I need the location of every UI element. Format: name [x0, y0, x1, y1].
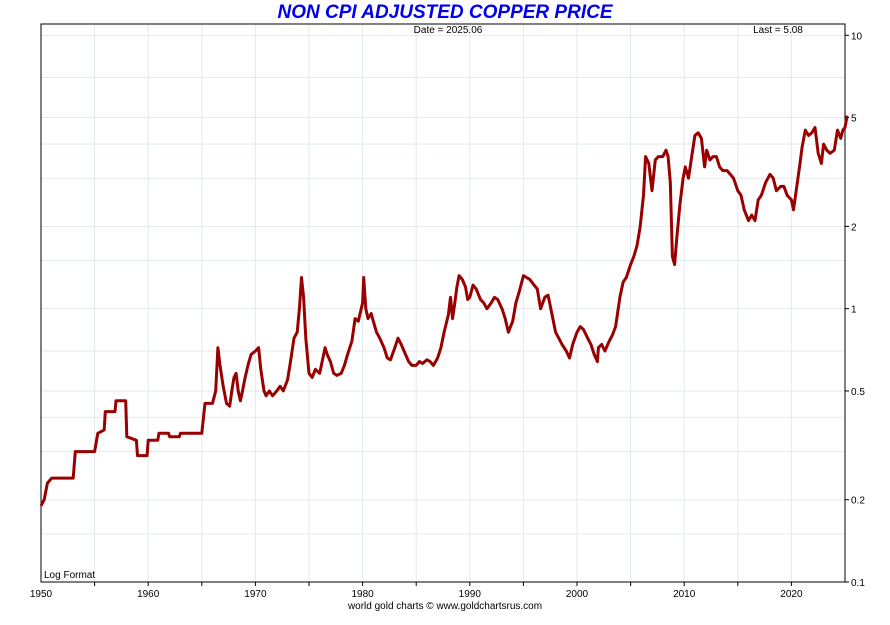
gridlines — [41, 24, 845, 582]
series-layer — [39, 115, 849, 507]
y-tick-label: 1 — [851, 305, 857, 316]
x-tick-label: 1990 — [459, 589, 482, 600]
x-tick-label: 1960 — [137, 589, 160, 600]
y-tick-label: 2 — [851, 222, 857, 233]
y-tick-label: 0.1 — [851, 578, 865, 589]
x-tick-label: 2000 — [566, 589, 589, 600]
credit-line: world gold charts © www.goldchartsrus.co… — [347, 601, 543, 612]
x-tick-label: 1970 — [244, 589, 267, 600]
chart-title: NON CPI ADJUSTED COPPER PRICE — [277, 2, 613, 23]
y-tick-label: 10 — [851, 31, 863, 42]
x-tick-label: 2020 — [780, 589, 803, 600]
x-tick-label: 2010 — [673, 589, 696, 600]
y-tick-label: 0.2 — [851, 496, 865, 507]
y-tick-label: 5 — [851, 114, 857, 125]
x-tick-label: 1980 — [351, 589, 374, 600]
series-line — [39, 115, 849, 507]
axes: 1950 1960 1970 1980 1990 2000 2010 2020 10 5 2 1 0.5… — [30, 31, 865, 600]
date-label: Date = 2025.06 — [414, 25, 483, 36]
y-tick-label: 0.5 — [851, 387, 865, 398]
x-tick-label: 1950 — [30, 589, 53, 600]
last-value-label: Last = 5.08 — [753, 25, 803, 36]
plot-frame — [40, 23, 846, 583]
scale-label: Log Format — [44, 570, 95, 581]
